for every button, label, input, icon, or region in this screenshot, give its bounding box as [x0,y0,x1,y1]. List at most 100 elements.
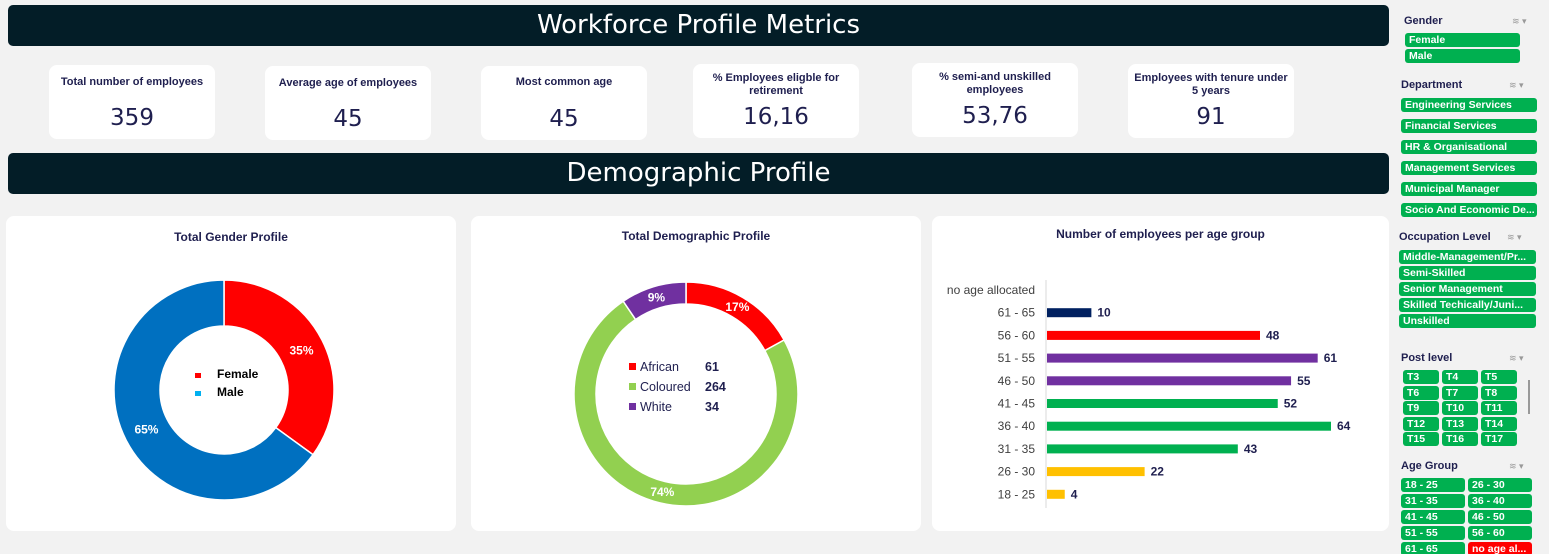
kpi-value: 16,16 [743,104,809,130]
data-label: 52 [1284,397,1298,411]
chart-title: Total Demographic Profile [621,229,771,243]
slicer-item[interactable]: 61 - 65 [1401,542,1465,554]
slicer-clear-filter-icon[interactable]: ≋ ▾ [1507,232,1522,242]
legend-swatch [629,403,636,410]
bar[interactable] [1047,421,1331,431]
slicer-item[interactable]: T17 [1481,432,1517,446]
kpi-card-average-age: Average age of employees 45 [265,66,431,140]
chart-title: Number of employees per age group [1056,227,1265,241]
slicer-clear-filter-icon[interactable]: ≋ ▾ [1512,16,1527,26]
slice-male[interactable] [113,279,315,501]
slicer-item[interactable]: Female [1405,33,1520,47]
slicer-item[interactable]: T11 [1481,401,1517,415]
slicer-clear-filter-icon[interactable]: ≋ ▾ [1509,461,1524,471]
slicer-item[interactable]: T13 [1442,416,1478,431]
slice-female[interactable] [223,279,335,456]
data-label: 64 [1337,419,1351,433]
kpi-value: 359 [110,105,154,131]
slicer-item[interactable]: Financial Services [1401,119,1537,133]
slicer-item[interactable]: 41 - 45 [1401,510,1465,524]
section-title: Demographic Profile [8,153,1389,194]
age-group-chart-panel: Number of employees per age group no age… [932,216,1389,531]
slicer-item[interactable]: 26 - 30 [1468,478,1532,492]
tick-label: 41 - 45 [998,397,1036,411]
slicer-item[interactable]: T15 [1403,432,1439,446]
bar[interactable] [1047,444,1238,454]
kpi-card-total-employees: Total number of employees 359 [49,65,215,139]
legend-value: 34 [705,400,719,414]
bar[interactable] [1047,376,1292,386]
slicer-item[interactable]: 36 - 40 [1468,494,1532,508]
data-label: 43 [1244,442,1258,456]
slicer-item[interactable]: 18 - 25 [1401,478,1465,492]
slicer-clear-filter-icon[interactable]: ≋ ▾ [1509,80,1524,90]
post-level-scrollbar[interactable] [1528,380,1530,414]
slicer-item[interactable]: T14 [1481,416,1517,431]
slicer-item[interactable]: no age al... [1468,542,1532,554]
legend-label: Male [217,385,244,399]
legend-value: 264 [705,380,726,394]
kpi-label: Total number of employees [60,76,204,88]
slice-african[interactable] [685,281,786,352]
kpi-card-most-common-age: Most common age 45 [481,66,647,140]
slicer-item[interactable]: Senior Management [1399,282,1536,296]
kpi-value: 53,76 [962,103,1028,129]
slicer-item[interactable]: 46 - 50 [1468,510,1532,524]
bar[interactable] [1047,330,1260,340]
chart-title: Total Gender Profile [174,230,288,244]
slicer-item[interactable]: T9 [1403,401,1439,415]
slicer-item[interactable]: T4 [1442,370,1478,384]
data-label: 48 [1266,328,1280,342]
slice-coloured[interactable] [573,300,799,507]
slicer-item[interactable]: 31 - 35 [1401,494,1465,508]
slicer-item[interactable]: Socio And Economic De... [1401,203,1537,217]
slice-label: 35% [290,344,314,358]
tick-label: 56 - 60 [998,328,1036,342]
slicer-item[interactable]: T10 [1442,401,1478,415]
legend-value: 61 [705,360,719,374]
gender-donut-chart: 35% 65% Female Male [113,279,335,501]
tick-label: 51 - 55 [998,351,1036,365]
data-label: 4 [1071,487,1078,501]
legend-swatch [195,391,201,396]
bar[interactable] [1047,489,1065,499]
bar[interactable] [1047,467,1145,477]
slicer-title-gender: Gender [1404,15,1443,27]
slicer-item[interactable]: Municipal Manager [1401,182,1537,196]
tick-label: 18 - 25 [998,487,1036,501]
slicer-title-age-group: Age Group [1401,460,1458,472]
slicer-item[interactable]: 51 - 55 [1401,526,1465,540]
slicer-item[interactable]: T7 [1442,385,1478,400]
slice-label: 65% [134,422,158,436]
slicer-item[interactable]: T8 [1481,385,1517,400]
slicer-item[interactable]: Management Services [1401,161,1537,175]
slicer-item[interactable]: T6 [1403,385,1439,400]
bar[interactable] [1047,308,1092,318]
legend-label: Female [217,367,259,381]
slice-white[interactable] [622,281,687,321]
tick-label: 61 - 65 [998,306,1036,320]
slicer-item[interactable]: Unskilled [1399,314,1536,328]
legend-label: Coloured [640,380,691,394]
slicer-item[interactable]: Middle-Management/Pr... [1399,250,1536,264]
slicer-item[interactable]: Engineering Services [1401,98,1537,112]
slicer-item[interactable]: T16 [1442,432,1478,446]
tick-label: 46 - 50 [998,374,1036,388]
bar[interactable] [1047,399,1278,408]
tick-label: 31 - 35 [998,442,1036,456]
kpi-card-semi-unskilled: % semi-and unskilled employees 53,76 [912,63,1078,137]
slicer-item[interactable]: Semi-Skilled [1399,266,1536,280]
slicer-item[interactable]: T12 [1403,416,1439,431]
kpi-label: Most common age [515,76,613,88]
slicer-item[interactable]: HR & Organisational [1401,140,1537,154]
slice-label: 9% [648,290,666,304]
slicer-item[interactable]: T3 [1403,370,1439,384]
slicer-clear-filter-icon[interactable]: ≋ ▾ [1509,353,1524,363]
bar[interactable] [1047,353,1318,363]
age-group-bar-chart: no age allocated 61 - 65 10 56 - 60 48 51 - 5… [947,280,1351,508]
slice-label: 74% [650,485,674,499]
slicer-item[interactable]: T5 [1481,370,1517,384]
slicer-item[interactable]: 56 - 60 [1468,526,1532,540]
slicer-item[interactable]: Skilled Techically/Juni... [1399,298,1536,312]
slicer-item[interactable]: Male [1405,49,1520,63]
